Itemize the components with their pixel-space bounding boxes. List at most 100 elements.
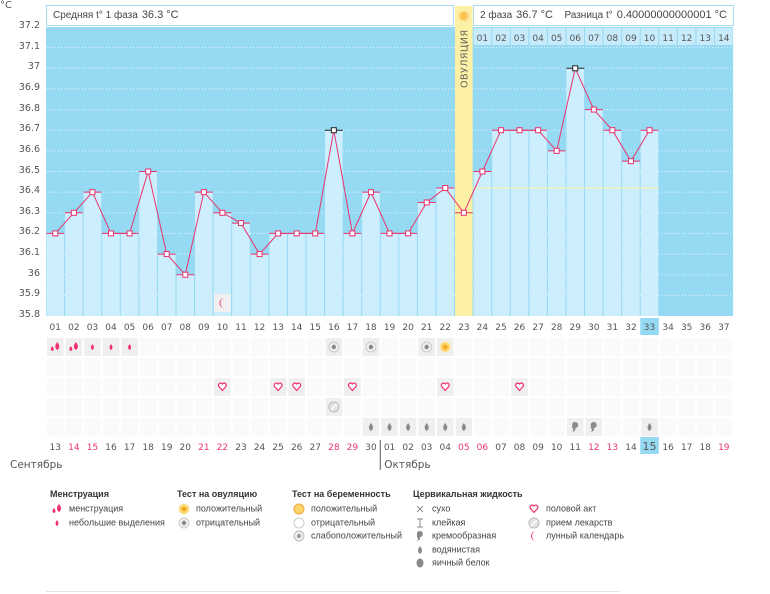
icon-cell[interactable] <box>622 398 640 416</box>
icon-cell[interactable] <box>678 398 695 416</box>
icon-cell[interactable] <box>139 418 157 436</box>
date-label[interactable]: 21 <box>198 443 209 453</box>
date-label[interactable]: 22 <box>217 443 228 453</box>
icon-cell[interactable] <box>288 398 305 416</box>
icon-cell[interactable] <box>251 398 268 416</box>
icon-cell[interactable] <box>176 398 194 416</box>
icon-cell[interactable] <box>269 338 287 356</box>
icon-cell[interactable] <box>121 378 138 396</box>
icon-cell[interactable] <box>511 398 528 416</box>
icon-cell[interactable] <box>641 358 658 376</box>
date-label[interactable]: 05 <box>458 443 469 453</box>
icon-cell[interactable] <box>622 378 640 396</box>
icon-cell[interactable] <box>696 338 714 356</box>
date-label[interactable]: 03 <box>421 443 432 453</box>
icon-cell[interactable] <box>362 378 380 396</box>
icon-cell[interactable] <box>269 398 287 416</box>
icon-cell[interactable] <box>306 338 324 356</box>
icon-cell[interactable] <box>288 358 305 376</box>
icon-cell[interactable] <box>474 398 491 416</box>
icon-cell[interactable] <box>511 338 528 356</box>
icon-cell[interactable] <box>65 378 83 396</box>
date-label[interactable]: 19 <box>161 443 173 453</box>
date-label[interactable]: 15 <box>87 443 98 453</box>
icon-cell[interactable] <box>585 378 603 396</box>
icon-cell[interactable] <box>214 418 231 436</box>
icon-cell[interactable] <box>436 398 454 416</box>
date-label[interactable]: 23 <box>235 443 246 453</box>
icon-cell[interactable] <box>715 398 733 416</box>
date-label[interactable]: 13 <box>607 443 618 453</box>
icon-cell[interactable] <box>399 338 417 356</box>
icon-cell[interactable] <box>269 418 287 436</box>
icon-cell[interactable] <box>232 358 250 376</box>
icon-cell[interactable] <box>641 378 658 396</box>
icon-cell[interactable] <box>474 418 491 436</box>
icon-cell[interactable] <box>47 358 64 376</box>
date-label[interactable]: 30 <box>365 443 377 453</box>
icon-cell[interactable] <box>214 398 231 416</box>
icon-cell[interactable] <box>139 338 157 356</box>
date-label[interactable]: 26 <box>291 443 303 453</box>
icon-cell[interactable] <box>232 418 250 436</box>
icon-cell[interactable] <box>696 358 714 376</box>
date-label[interactable]: 29 <box>347 443 359 453</box>
date-label[interactable]: 28 <box>328 443 340 453</box>
icon-cell[interactable] <box>102 418 120 436</box>
icon-cell[interactable] <box>659 418 677 436</box>
icon-cell[interactable] <box>622 418 640 436</box>
icon-cell[interactable] <box>381 378 398 396</box>
icon-cell[interactable] <box>47 378 64 396</box>
date-label[interactable]: 01 <box>384 443 395 453</box>
icon-cell[interactable] <box>344 338 361 356</box>
icon-cell[interactable] <box>641 398 658 416</box>
icon-cell[interactable] <box>604 338 621 356</box>
icon-cell[interactable] <box>195 358 213 376</box>
icon-cell[interactable] <box>529 338 547 356</box>
icon-cell[interactable] <box>47 398 64 416</box>
icon-cell[interactable] <box>399 378 417 396</box>
icon-cell[interactable] <box>474 358 491 376</box>
icon-cell[interactable] <box>678 378 695 396</box>
date-label[interactable]: 14 <box>625 443 637 453</box>
icon-cell[interactable] <box>306 358 324 376</box>
date-label[interactable]: 09 <box>532 443 544 453</box>
icon-cell[interactable] <box>418 358 435 376</box>
icon-cell[interactable] <box>455 358 473 376</box>
icon-cell[interactable] <box>102 358 120 376</box>
icon-cell[interactable] <box>251 358 268 376</box>
icon-cell[interactable] <box>288 418 305 436</box>
icon-cell[interactable] <box>492 358 510 376</box>
date-label[interactable]: 07 <box>495 443 506 453</box>
icon-cell[interactable] <box>195 398 213 416</box>
icon-cell[interactable] <box>344 418 361 436</box>
icon-cell[interactable] <box>362 358 380 376</box>
icon-cell[interactable] <box>251 418 268 436</box>
icon-cell[interactable] <box>232 378 250 396</box>
icon-cell[interactable] <box>511 358 528 376</box>
date-label[interactable]: 17 <box>681 443 692 453</box>
icon-cell[interactable] <box>715 418 733 436</box>
icon-cell[interactable] <box>399 398 417 416</box>
icon-cell[interactable] <box>381 358 398 376</box>
date-label[interactable]: 27 <box>310 443 321 453</box>
icon-cell[interactable] <box>641 338 658 356</box>
icon-cell[interactable] <box>121 398 138 416</box>
icon-cell[interactable] <box>715 378 733 396</box>
date-label[interactable]: 25 <box>272 443 283 453</box>
icon-cell[interactable] <box>176 378 194 396</box>
icon-cell[interactable] <box>325 378 343 396</box>
icon-cell[interactable] <box>158 338 175 356</box>
icon-cell[interactable] <box>381 338 398 356</box>
icon-cell[interactable] <box>158 418 175 436</box>
icon-cell[interactable] <box>604 378 621 396</box>
icon-cell[interactable] <box>306 398 324 416</box>
icon-cell[interactable] <box>65 398 83 416</box>
icon-cell[interactable] <box>214 358 231 376</box>
icon-cell[interactable] <box>659 338 677 356</box>
date-label[interactable]: 10 <box>551 443 563 453</box>
icon-cell[interactable] <box>474 338 491 356</box>
icon-cell[interactable] <box>678 418 695 436</box>
icon-cell[interactable] <box>121 358 138 376</box>
date-label[interactable]: 17 <box>124 443 135 453</box>
